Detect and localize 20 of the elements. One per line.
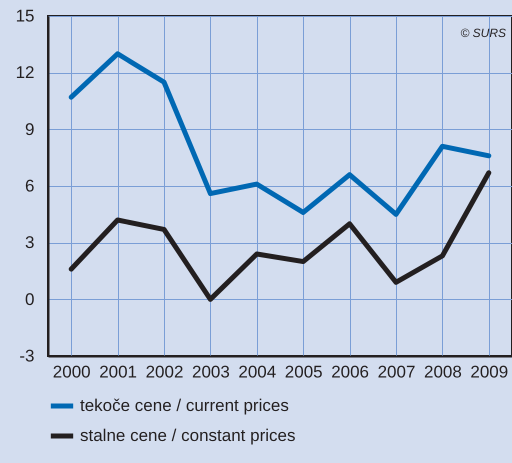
x-tick-label: 2008 (424, 362, 462, 382)
x-tick-label: 2002 (146, 362, 184, 382)
x-tick-label: 2000 (52, 362, 91, 382)
annotation: © SURS (460, 26, 506, 40)
y-tick-label: 9 (25, 120, 34, 139)
x-tick-label: 2003 (192, 362, 230, 382)
y-tick-label: 15 (16, 6, 34, 26)
x-tick-label: 2006 (331, 362, 370, 382)
x-tick-label: 2005 (284, 362, 323, 382)
y-tick-label: 6 (25, 176, 34, 196)
y-tick-label: 0 (25, 290, 34, 309)
y-tick-label: 3 (25, 233, 34, 252)
y-tick-label: 12 (16, 63, 34, 82)
legend-label: stalne cene / constant prices (80, 426, 296, 445)
x-tick-label: 2004 (238, 362, 276, 382)
x-tick-label: 2007 (378, 362, 416, 382)
x-tick-label: 2001 (99, 362, 138, 382)
x-tick-label: 2009 (470, 362, 508, 382)
y-tick-label: -3 (19, 346, 34, 366)
legend-label: tekoče cene / current prices (80, 396, 289, 415)
